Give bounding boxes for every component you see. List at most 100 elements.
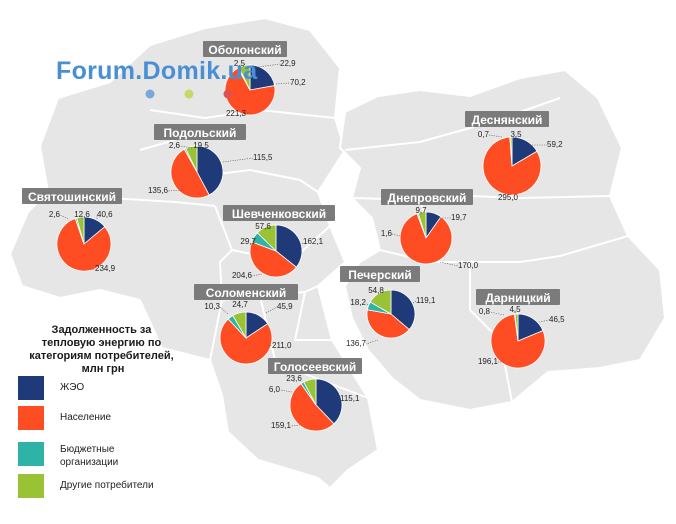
value-label-svyatoshinsky-budget: 2,6 [49, 210, 61, 219]
pie-slice-podolsky-other [185, 145, 198, 173]
district-desnyansky: 59,2 295,0 0,7 3,5 Деснянский [465, 111, 563, 202]
value-label-obolonsky-budget: 2,5 [234, 59, 246, 68]
legend-swatch-other [18, 474, 44, 498]
value-label-darnitsky-budget: 0,8 [479, 307, 491, 316]
legend-label-zheo: ЖЭО [60, 382, 84, 393]
value-label-golosievsky-population: 159,1 [271, 421, 292, 430]
pie-slice-obolonsky-zheo [249, 64, 276, 91]
district-label-bg-dneprovsky [381, 189, 473, 205]
district-label-svyatoshinsky: Святошинский [28, 190, 116, 204]
value-label-dneprovsky-budget: 1,6 [381, 229, 393, 238]
value-label-pechersky-population: 136,7 [346, 339, 367, 348]
leader-solomensky-budget [219, 306, 229, 315]
district-label-bg-golosievsky [268, 358, 362, 374]
pie-slice-solomensky-population [219, 318, 273, 365]
pie-slice-pechersky-other [369, 289, 392, 315]
pie-slice-desnyansky-other [509, 136, 513, 167]
district-label-bg-solomensky [194, 284, 298, 300]
pie-slice-desnyansky-population [482, 136, 542, 196]
value-label-svyatoshinsky-population: 234,9 [95, 264, 116, 273]
value-label-podolsky-budget: 2,6 [169, 141, 181, 150]
legend-title: Задолженность за тепловую энергию по кат… [29, 324, 176, 375]
leader-obolonsky-budget [242, 63, 246, 68]
district-pechersky: 119,1 136,7 18,254,8 Печерский [340, 266, 436, 348]
leader-podolsky-zheo [222, 157, 254, 163]
value-label-svyatoshinsky-other: 12,6 [74, 210, 90, 219]
district-label-desnyansky: Деснянский [472, 113, 543, 127]
district-label-obolonsky: Оболонский [208, 43, 281, 57]
district-label-bg-pechersky [340, 266, 420, 282]
district-label-bg-shevchenkovsky [223, 205, 335, 221]
leader-pechersky-population [365, 339, 379, 345]
leader-darnitsky-zheo [538, 319, 550, 323]
district-svyatoshinsky: 40,6 234,9 2,6 12,6 Святошинский [22, 188, 122, 273]
leader-pechersky-zheo [412, 300, 417, 304]
value-label-darnitsky-other: 4,5 [509, 305, 521, 314]
district-label-bg-svyatoshinsky [22, 188, 122, 204]
leader-golosievsky-population [290, 424, 301, 427]
value-label-shevchenkovsky-zheo: 162,1 [303, 237, 324, 246]
pie-slice-darnitsky-other [514, 313, 519, 342]
leader-golosievsky-budget [279, 389, 293, 393]
pie-slice-podolsky-zheo [196, 145, 224, 196]
value-label-obolonsky-zheo: 70,2 [290, 78, 306, 87]
district-label-bg-obolonsky [203, 41, 287, 57]
legend: Задолженность за тепловую энергию по кат… [18, 324, 176, 498]
leader-dneprovsky-population [439, 261, 459, 267]
district-label-bg-desnyansky [465, 111, 549, 127]
leader-solomensky-population [267, 344, 273, 347]
leader-podolsky-population [167, 189, 185, 192]
value-label-dneprovsky-zheo: 19,7 [451, 213, 467, 222]
value-label-podolsky-zheo: 115,5 [253, 153, 273, 162]
value-label-podolsky-population: 135,6 [148, 186, 169, 195]
district-label-bg-podolsky [154, 124, 246, 140]
legend-label-other: Другие потребители [60, 479, 154, 491]
value-label-solomensky-budget: 10,3 [204, 302, 220, 311]
district-label-dneprovsky: Днепровский [388, 191, 467, 205]
legend-label-population: Население [60, 412, 112, 423]
value-label-obolonsky-population: 221,3 [226, 109, 247, 118]
value-label-golosievsky-other: 23,6 [286, 374, 302, 383]
value-label-shevchenkovsky-population: 204,6 [232, 271, 253, 280]
value-label-desnyansky-population: 295,0 [498, 193, 519, 202]
leader-obolonsky-population [245, 111, 251, 115]
value-label-solomensky-zheo: 45,9 [277, 302, 293, 311]
pie-slice-dneprovsky-other [417, 211, 427, 239]
district-label-solomensky: Соломенский [206, 286, 287, 300]
watermark: Forum.Domik.ua [56, 57, 258, 99]
legend-label-population-line-1: Население [60, 412, 112, 423]
value-label-solomensky-population: 211,0 [272, 341, 292, 350]
pie-slice-podolsky-population [170, 148, 210, 199]
value-label-desnyansky-budget: 0,7 [478, 130, 490, 139]
leader-shevchenkovsky-budget [251, 241, 257, 245]
pie-slice-pechersky-zheo [390, 289, 416, 331]
pie-slice-golosievsky-population [289, 383, 335, 432]
legend-swatch-population [18, 406, 44, 430]
leader-svyatoshinsky-budget [59, 214, 69, 220]
pie-slice-obolonsky-population [224, 67, 276, 116]
pie-slice-obolonsky-other [238, 64, 251, 91]
leader-svyatoshinsky-population [89, 268, 96, 271]
leader-pechersky-budget [365, 302, 369, 306]
pie-slice-solomensky-other [232, 311, 247, 340]
legend-title-line-4: млн грн [82, 363, 125, 375]
value-label-dneprovsky-other: 9,7 [415, 206, 427, 215]
legend-title-line-3: категориям потребителей, [29, 350, 173, 362]
district-label-bg-darnitsky [476, 289, 560, 305]
legend-title-line-2: тепловую энергию по [42, 337, 162, 349]
value-label-shevchenkovsky-other: 57,6 [255, 222, 271, 231]
legend-label-budget-line-1: Бюджетные [60, 444, 115, 455]
district-label-pechersky: Печерский [348, 268, 411, 282]
pie-slice-svyatoshinsky-other [76, 216, 85, 245]
leader-podolsky-budget [179, 145, 193, 149]
value-label-pechersky-zheo: 119,1 [416, 296, 436, 305]
pie-slice-golosievsky-zheo [315, 378, 343, 425]
value-label-pechersky-other: 54,8 [368, 286, 384, 295]
pie-slice-shevchenkovsky-other [256, 224, 277, 252]
value-label-golosievsky-zheo: 115,1 [340, 394, 360, 403]
value-label-dneprovsky-population: 170,0 [458, 261, 479, 270]
legend-swatch-zheo [18, 376, 44, 400]
